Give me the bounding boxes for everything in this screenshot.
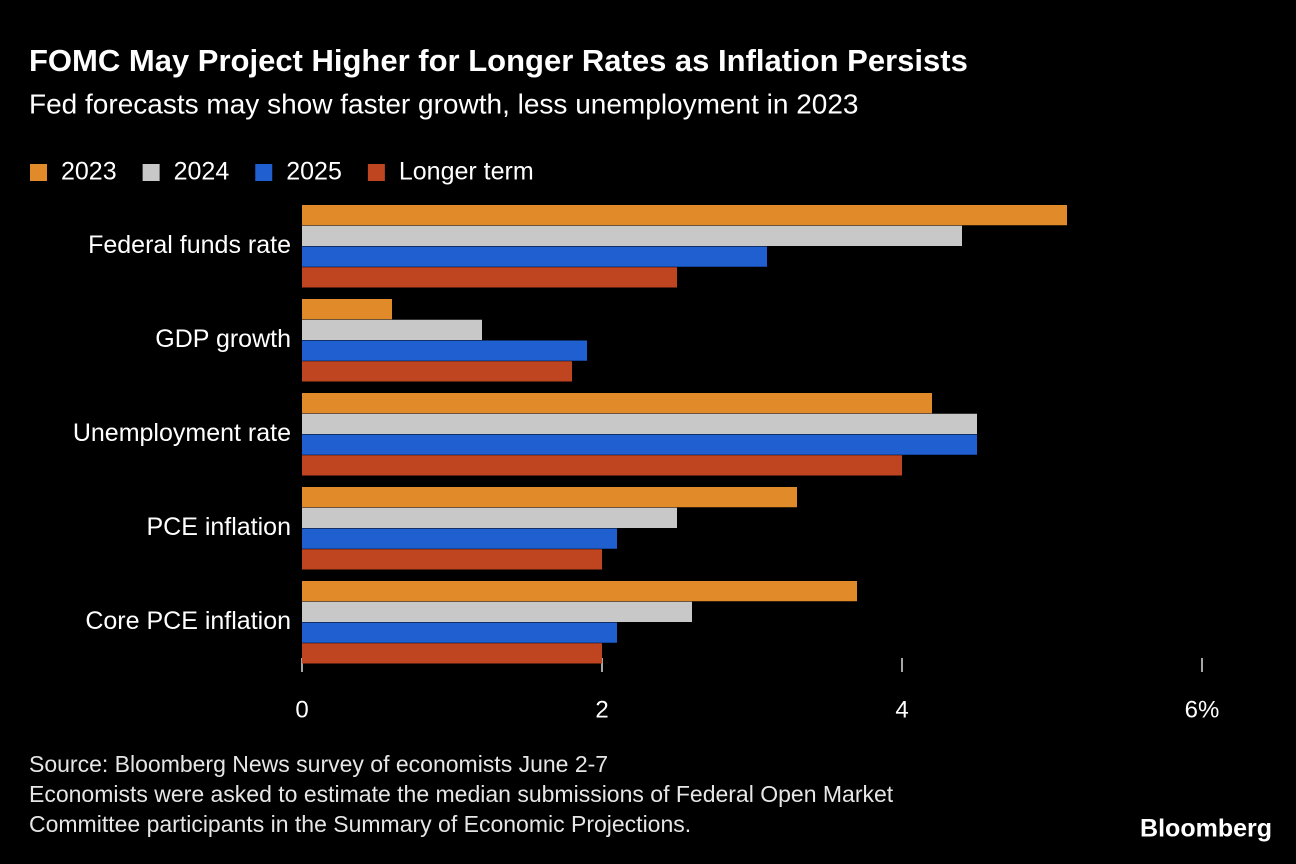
bar bbox=[302, 601, 692, 622]
legend-label: 2023 bbox=[61, 158, 117, 186]
bar bbox=[302, 319, 482, 340]
bar bbox=[302, 455, 902, 476]
y-tick-label: PCE inflation bbox=[146, 513, 291, 541]
chart-title: FOMC May Project Higher for Longer Rates… bbox=[29, 43, 968, 78]
chart-subtitle: Fed forecasts may show faster growth, le… bbox=[29, 88, 859, 119]
brand-logo: Bloomberg bbox=[1140, 815, 1272, 843]
bar bbox=[302, 434, 977, 455]
bar bbox=[302, 393, 932, 414]
bar bbox=[302, 299, 392, 320]
x-tick-label: 0 bbox=[295, 696, 308, 723]
bar bbox=[302, 507, 677, 528]
y-tick-label: Unemployment rate bbox=[73, 419, 291, 447]
bar bbox=[302, 225, 962, 246]
legend-swatch bbox=[255, 164, 273, 181]
bar bbox=[302, 581, 857, 602]
bar bbox=[302, 528, 617, 549]
legend-swatch bbox=[142, 164, 160, 181]
legend-label: 2024 bbox=[174, 158, 230, 186]
legend-label: 2025 bbox=[286, 158, 342, 186]
footnote: Economists were asked to estimate the me… bbox=[29, 781, 894, 807]
bar bbox=[302, 549, 602, 570]
bar bbox=[302, 622, 617, 643]
bar bbox=[302, 361, 572, 382]
x-tick-label: 6% bbox=[1185, 696, 1220, 723]
legend-swatch bbox=[30, 164, 47, 181]
x-tick-label: 2 bbox=[595, 696, 608, 723]
y-tick-label: Core PCE inflation bbox=[85, 607, 291, 635]
bar bbox=[302, 413, 977, 434]
y-tick-label: Federal funds rate bbox=[88, 231, 291, 259]
footnote: Source: Bloomberg News survey of economi… bbox=[29, 751, 608, 777]
bar bbox=[302, 340, 587, 361]
y-tick-label: GDP growth bbox=[155, 325, 291, 353]
footnote: Committee participants in the Summary of… bbox=[29, 811, 691, 837]
bar bbox=[302, 246, 767, 267]
legend-swatch bbox=[367, 164, 385, 181]
bar bbox=[302, 643, 602, 664]
legend-label: Longer term bbox=[399, 158, 534, 186]
bar bbox=[302, 267, 677, 288]
bar bbox=[302, 205, 1067, 226]
bar bbox=[302, 487, 797, 508]
x-tick-label: 4 bbox=[895, 696, 908, 723]
